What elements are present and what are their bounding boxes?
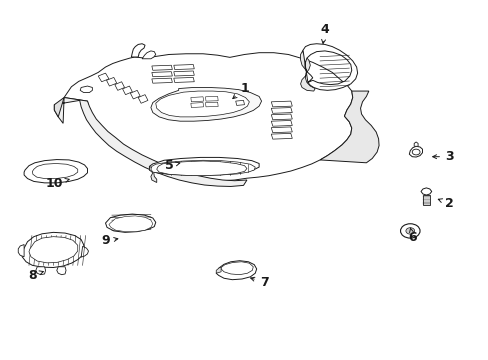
Polygon shape — [54, 98, 64, 117]
Polygon shape — [271, 101, 292, 107]
Text: 6: 6 — [407, 228, 416, 244]
Polygon shape — [235, 100, 244, 105]
Polygon shape — [24, 159, 87, 183]
Polygon shape — [18, 244, 24, 257]
Circle shape — [411, 149, 419, 155]
Circle shape — [405, 228, 414, 234]
Polygon shape — [157, 161, 246, 176]
Polygon shape — [190, 103, 203, 108]
Polygon shape — [205, 102, 218, 107]
Polygon shape — [131, 44, 145, 57]
Polygon shape — [22, 232, 84, 267]
Polygon shape — [57, 267, 66, 275]
Polygon shape — [271, 134, 292, 139]
Polygon shape — [271, 108, 292, 113]
Polygon shape — [109, 216, 153, 231]
Polygon shape — [152, 72, 172, 77]
Polygon shape — [138, 95, 148, 103]
Polygon shape — [36, 267, 45, 275]
Polygon shape — [149, 157, 259, 175]
Text: 3: 3 — [432, 150, 453, 163]
Polygon shape — [152, 78, 172, 83]
Polygon shape — [408, 146, 422, 157]
Polygon shape — [205, 96, 218, 101]
Text: 8: 8 — [28, 269, 43, 282]
Polygon shape — [422, 195, 429, 205]
Polygon shape — [300, 50, 315, 91]
Polygon shape — [173, 77, 194, 82]
Polygon shape — [190, 97, 203, 102]
Text: 2: 2 — [437, 197, 453, 210]
Polygon shape — [216, 261, 256, 280]
Polygon shape — [29, 237, 78, 263]
Text: 7: 7 — [250, 276, 268, 289]
Polygon shape — [420, 188, 431, 195]
Polygon shape — [149, 166, 157, 183]
Polygon shape — [413, 142, 417, 146]
Polygon shape — [156, 91, 249, 117]
Text: 4: 4 — [320, 23, 328, 44]
Polygon shape — [98, 73, 109, 82]
Polygon shape — [151, 87, 261, 121]
Polygon shape — [271, 127, 292, 133]
Text: 5: 5 — [164, 159, 180, 172]
Polygon shape — [142, 51, 156, 59]
Polygon shape — [303, 44, 357, 90]
Text: 1: 1 — [232, 82, 248, 99]
Polygon shape — [64, 53, 352, 181]
Polygon shape — [106, 77, 117, 86]
Polygon shape — [271, 114, 292, 120]
Polygon shape — [221, 262, 253, 275]
Circle shape — [400, 224, 419, 238]
Polygon shape — [173, 71, 194, 76]
Text: 9: 9 — [101, 234, 118, 247]
Polygon shape — [54, 98, 246, 186]
Polygon shape — [151, 160, 255, 175]
Polygon shape — [320, 91, 378, 163]
Polygon shape — [81, 246, 88, 257]
Polygon shape — [216, 267, 221, 273]
Polygon shape — [122, 86, 132, 95]
Polygon shape — [130, 90, 140, 99]
Polygon shape — [105, 214, 156, 232]
Polygon shape — [80, 86, 92, 93]
Polygon shape — [271, 121, 292, 126]
Polygon shape — [152, 65, 172, 70]
Text: 10: 10 — [45, 177, 69, 190]
Polygon shape — [32, 163, 78, 179]
Polygon shape — [115, 82, 124, 90]
Polygon shape — [173, 64, 194, 69]
